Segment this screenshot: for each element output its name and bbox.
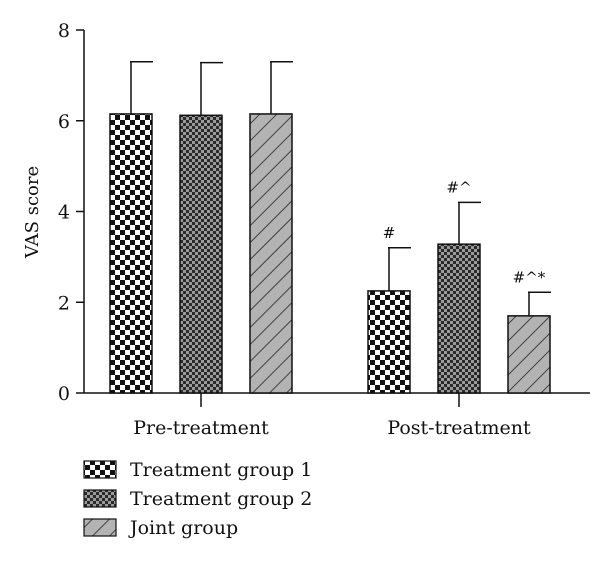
legend-label: Treatment group 1 bbox=[130, 459, 312, 481]
bar bbox=[179, 114, 223, 394]
y-tick-label: 8 bbox=[58, 20, 70, 42]
x-tick-label: Pre-treatment bbox=[133, 417, 269, 439]
bar bbox=[367, 290, 411, 394]
legend-label: Joint group bbox=[128, 517, 238, 539]
y-axis: 0 2 4 6 8 VAS score bbox=[22, 20, 85, 405]
bar bbox=[437, 243, 481, 394]
y-tick-label: 6 bbox=[58, 111, 70, 133]
y-ticks: 0 2 4 6 8 bbox=[58, 20, 84, 405]
x-tick-label: Post-treatment bbox=[387, 417, 531, 439]
y-tick-label: 4 bbox=[58, 202, 70, 224]
x-ticks: Pre-treatment Post-treatment bbox=[133, 393, 531, 439]
legend: Treatment group 1 Treatment group 2 Joint … bbox=[83, 459, 312, 539]
y-axis-label: VAS score bbox=[22, 166, 43, 259]
error-bars bbox=[130, 61, 551, 316]
x-axis: Pre-treatment Post-treatment bbox=[84, 392, 590, 439]
legend-swatch bbox=[83, 489, 117, 508]
legend-label: Treatment group 2 bbox=[130, 488, 312, 510]
bar bbox=[109, 113, 153, 394]
significance-annotations: # #^ #^* bbox=[383, 178, 546, 286]
bars bbox=[109, 113, 551, 394]
y-tick-label: 0 bbox=[58, 383, 70, 405]
bar bbox=[507, 315, 551, 394]
significance-label: # bbox=[383, 224, 396, 242]
legend-swatch bbox=[83, 460, 117, 479]
y-tick-label: 2 bbox=[58, 292, 70, 314]
significance-label: #^ bbox=[446, 178, 471, 196]
legend-swatch bbox=[83, 518, 117, 537]
significance-label: #^* bbox=[513, 268, 546, 286]
bar bbox=[249, 113, 293, 394]
